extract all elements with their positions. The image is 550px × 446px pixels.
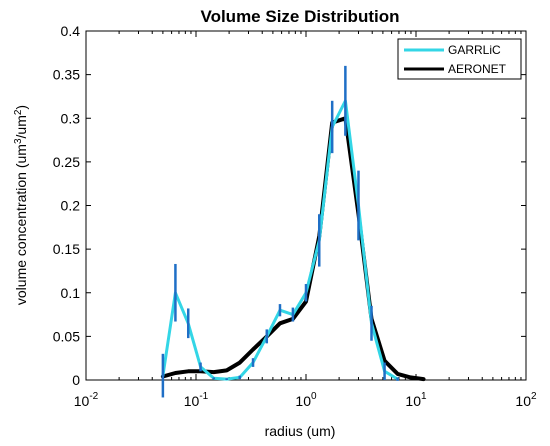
y-axis-label: volume concentration (um3/um2) (13, 105, 29, 305)
y-tick-label: 0.35 (53, 67, 80, 83)
x-tick-label: 101 (405, 391, 427, 409)
legend: GARRLiC AERONET (397, 38, 522, 80)
y-tick-label: 0.25 (53, 154, 80, 170)
legend-label-aeronet: AERONET (448, 62, 507, 76)
y-tick-label: 0.15 (53, 241, 80, 257)
x-axis-ticks: 10-2 10-1 100 101 102 (74, 31, 537, 409)
y-tick-label: 0.3 (61, 110, 81, 126)
series-group (160, 65, 426, 398)
y-axis-ticks: 0 0.05 0.1 0.15 0.2 0.25 0.3 0.35 0.4 (53, 23, 526, 388)
y-tick-label: 0 (72, 372, 80, 388)
legend-label-garrlic: GARRLiC (448, 43, 501, 57)
y-tick-label: 0.1 (61, 285, 81, 301)
y-tick-label: 0.2 (61, 198, 81, 214)
chart-title: Volume Size Distribution (201, 7, 400, 26)
x-axis-label: radius (um) (265, 423, 336, 439)
y-tick-label: 0.05 (53, 328, 80, 344)
x-tick-label: 10-2 (74, 391, 99, 409)
plot-area (85, 30, 527, 381)
x-tick-label: 100 (295, 391, 317, 409)
y-tick-label: 0.4 (61, 23, 81, 39)
x-tick-label: 10-1 (184, 391, 209, 409)
x-tick-label: 102 (515, 391, 537, 409)
legend-box (397, 38, 522, 80)
